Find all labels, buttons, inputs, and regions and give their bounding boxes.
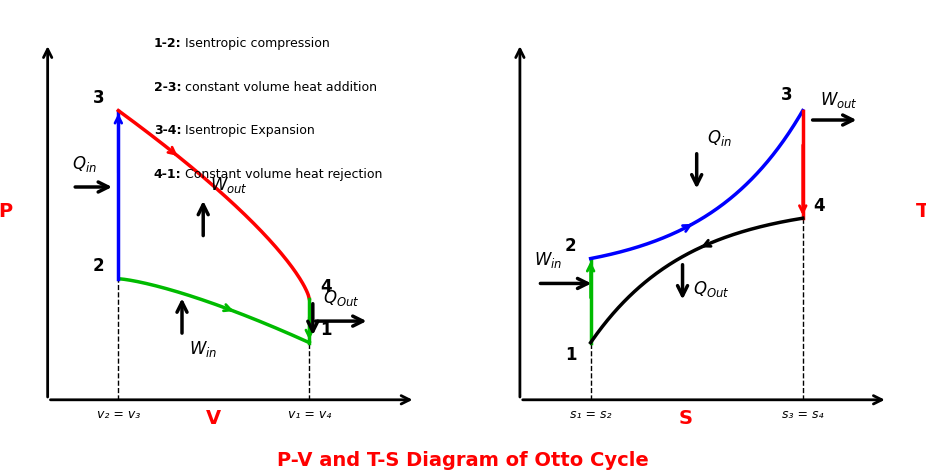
Text: v₂ = v₃: v₂ = v₃ (96, 408, 140, 421)
Text: $W_{in}$: $W_{in}$ (189, 339, 218, 359)
Text: 4: 4 (319, 277, 332, 295)
Text: 4: 4 (813, 197, 825, 215)
Text: 2-3:: 2-3: (154, 81, 181, 94)
Text: $W_{out}$: $W_{out}$ (820, 90, 858, 110)
Text: Constant volume heat rejection: Constant volume heat rejection (181, 168, 382, 181)
Text: 2: 2 (565, 237, 577, 255)
Text: 3: 3 (93, 89, 105, 107)
Text: s₃ = s₄: s₃ = s₄ (782, 408, 823, 421)
Text: 4-1:: 4-1: (154, 168, 181, 181)
Text: $Q_{in}$: $Q_{in}$ (707, 128, 732, 148)
Text: $W_{out}$: $W_{out}$ (210, 175, 248, 195)
Text: s₁ = s₂: s₁ = s₂ (569, 408, 611, 421)
Text: 1: 1 (565, 346, 577, 364)
Text: $Q_{Out}$: $Q_{Out}$ (323, 288, 360, 308)
Text: $W_{in}$: $W_{in}$ (534, 250, 562, 270)
Text: constant volume heat addition: constant volume heat addition (181, 81, 377, 94)
Text: 1-2:: 1-2: (154, 37, 181, 50)
Text: v₁ = v₄: v₁ = v₄ (288, 408, 331, 421)
Text: T: T (917, 202, 926, 221)
Text: P: P (0, 202, 12, 221)
Text: 3-4:: 3-4: (154, 124, 181, 137)
Text: P-V and T-S Diagram of Otto Cycle: P-V and T-S Diagram of Otto Cycle (277, 451, 649, 470)
Text: V: V (206, 409, 221, 428)
Text: $Q_{in}$: $Q_{in}$ (72, 153, 97, 173)
Text: Isentropic compression: Isentropic compression (181, 37, 330, 50)
Text: 3: 3 (781, 86, 792, 104)
Text: S: S (679, 409, 693, 428)
Text: 2: 2 (93, 257, 105, 276)
Text: Isentropic Expansion: Isentropic Expansion (181, 124, 315, 137)
Text: 1: 1 (319, 321, 332, 339)
Text: $Q_{Out}$: $Q_{Out}$ (694, 279, 730, 299)
